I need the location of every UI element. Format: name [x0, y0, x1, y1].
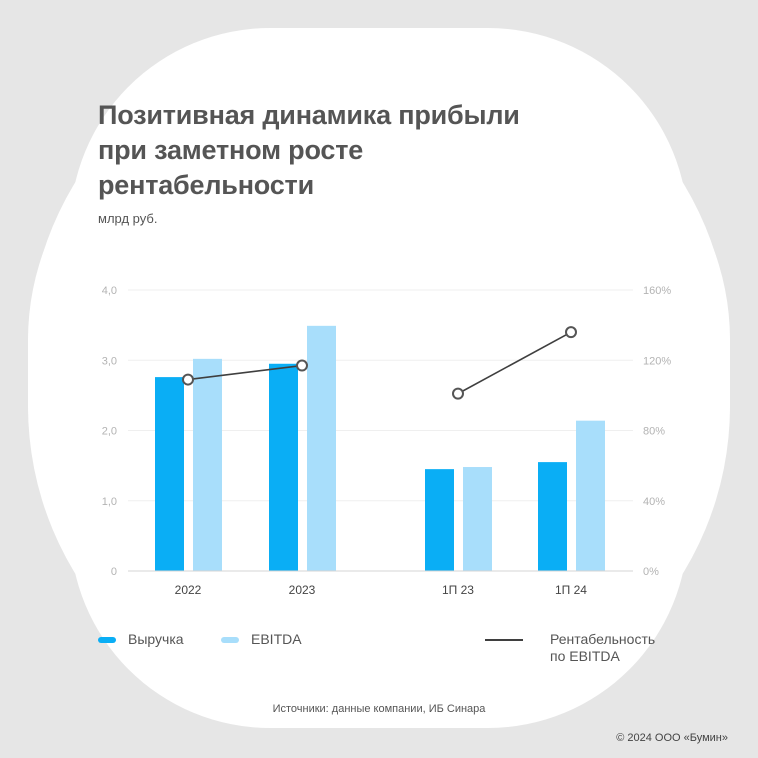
margin-point-marker [182, 373, 194, 386]
title-line-3: рентабельности [98, 170, 314, 200]
right-tick-label: 160% [643, 285, 671, 297]
bar-ebitda [193, 358, 222, 571]
left-tick-label: 0 [111, 566, 117, 578]
bar-revenue [425, 469, 454, 571]
title-line-2: при заметном росте [98, 135, 364, 165]
margin-line-segment [457, 331, 572, 395]
category-labels: 2022 2023 1П 23 1П 24 [175, 583, 588, 597]
bar-ebitda [463, 467, 492, 571]
legend-margin-line2: по EBITDA [550, 648, 620, 664]
card-background-fill-2 [28, 80, 730, 660]
legend-ebitda: EBITDA [221, 631, 302, 648]
bar-revenue [155, 377, 184, 571]
source-note: Источники: данные компании, ИБ Синара [272, 703, 486, 715]
margin-point-marker [565, 326, 577, 339]
margin-point-marker [452, 387, 464, 400]
bar-revenue [269, 363, 298, 571]
legend-revenue: Выручка [98, 631, 184, 648]
bars [155, 325, 605, 571]
margin-line-segment [187, 364, 303, 381]
left-tick-label: 4,0 [102, 285, 117, 297]
bar-revenue [538, 462, 567, 571]
right-tick-label: 80% [643, 426, 665, 438]
margin-point-marker [296, 359, 308, 372]
right-tick-label: 40% [643, 496, 665, 508]
legend-margin-label: Рентабельность по EBITDA [550, 631, 655, 665]
bar-ebitda [307, 325, 336, 571]
ebitda-swatch-icon [221, 637, 239, 643]
category-label: 2023 [289, 583, 316, 597]
legend-margin-line1: Рентабельность [550, 631, 656, 647]
title-line-1: Позитивная динамика прибыли [98, 100, 520, 130]
right-axis: 0% 40% 80% 120% 160% [643, 285, 671, 578]
legend-margin: Рентабельность по EBITDA [485, 631, 655, 665]
left-axis: 0 1,0 2,0 3,0 4,0 [102, 285, 117, 578]
right-tick-label: 120% [643, 355, 671, 367]
left-tick-label: 1,0 [102, 496, 117, 508]
chart-title: Позитивная динамика прибыли при заметном… [98, 98, 618, 203]
category-label: 1П 23 [442, 583, 474, 597]
legend-ebitda-label: EBITDA [251, 631, 302, 647]
unit-label: млрд руб. [98, 211, 158, 226]
category-label: 2022 [175, 583, 202, 597]
left-tick-label: 3,0 [102, 355, 117, 367]
copyright: © 2024 ООО «Бумин» [616, 732, 728, 744]
left-tick-label: 2,0 [102, 426, 117, 438]
bar-ebitda [576, 420, 605, 571]
revenue-swatch-icon [98, 637, 116, 643]
margin-line-swatch-icon [485, 639, 523, 641]
margin-line [182, 326, 577, 400]
right-tick-label: 0% [643, 566, 659, 578]
category-label: 1П 24 [555, 583, 587, 597]
legend-revenue-label: Выручка [128, 631, 184, 647]
